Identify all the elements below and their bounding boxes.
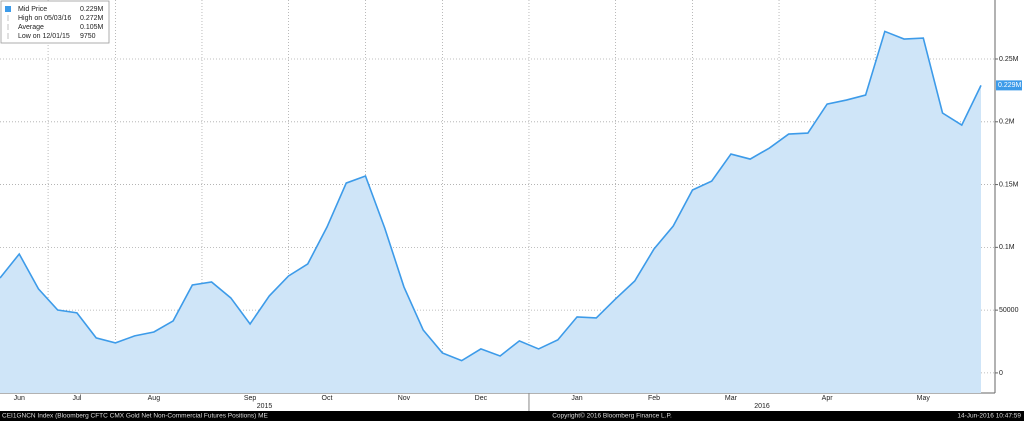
x-tick-label: Dec bbox=[475, 395, 488, 402]
area bbox=[0, 31, 981, 394]
legend-label: Average bbox=[18, 24, 44, 31]
x-tick-label: Aug bbox=[148, 395, 161, 402]
x-tick-label: May bbox=[917, 395, 931, 402]
year-label: 2016 bbox=[754, 403, 770, 410]
y-tick-label: 0.15M bbox=[999, 181, 1019, 188]
legend-label: High on 05/03/16 bbox=[18, 15, 71, 22]
year-label: 2015 bbox=[257, 403, 273, 410]
legend-value: 0.272M bbox=[80, 15, 104, 22]
x-tick-label: Mar bbox=[725, 395, 738, 402]
x-tick-label: Oct bbox=[322, 395, 333, 402]
legend-value: 0.105M bbox=[80, 24, 104, 31]
x-tick-label: Sep bbox=[244, 395, 257, 402]
x-tick-label: Jul bbox=[72, 395, 81, 402]
legend-box bbox=[0, 0, 110, 44]
y-tick-label: 50000 bbox=[999, 307, 1019, 314]
footer-center: Copyright© 2016 Bloomberg Finance L.P. bbox=[552, 412, 672, 420]
legend-label: Low on 12/01/15 bbox=[18, 33, 70, 40]
legend-swatch bbox=[5, 6, 11, 12]
legend-value: 0.229M bbox=[80, 6, 104, 13]
footer-right: 14-Jun-2016 10:47:59 bbox=[957, 413, 1021, 420]
x-tick-label: Jun bbox=[14, 395, 25, 402]
x-tick-label: Nov bbox=[398, 395, 411, 402]
legend-label: Mid Price bbox=[18, 6, 47, 13]
y-tick-label: 0.2M bbox=[999, 119, 1015, 126]
y-tick-label: 0.1M bbox=[999, 244, 1015, 251]
x-tick-label: Apr bbox=[822, 395, 834, 402]
legend-value: 9750 bbox=[80, 33, 96, 40]
footer-bar bbox=[0, 411, 1024, 421]
footer-left: CEI1GNCN Index (Bloomberg CFTC CMX Gold … bbox=[2, 413, 269, 420]
last-value-label: 0.229M bbox=[998, 82, 1022, 89]
y-tick-label: 0.25M bbox=[999, 56, 1019, 63]
x-tick-label: Jan bbox=[571, 395, 582, 402]
x-tick-label: Feb bbox=[648, 395, 660, 402]
last-value-tag bbox=[996, 80, 1022, 91]
y-tick-label: 0 bbox=[999, 370, 1003, 377]
line bbox=[0, 30, 982, 362]
